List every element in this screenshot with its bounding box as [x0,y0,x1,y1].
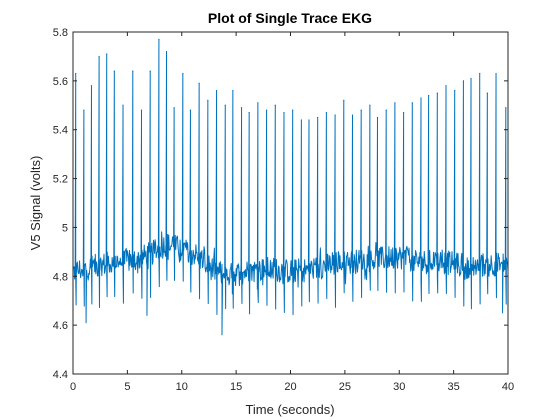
ekg-peak-point-46 [462,80,465,82]
chart-title: Plot of Single Trace EKG [208,10,372,26]
ekg-peak-point-30 [325,112,327,114]
y-tick-label: 4.8 [53,271,68,283]
ekg-peak-point-6 [122,104,124,106]
ekg-peak-point-22 [257,102,259,104]
x-tick-label: 5 [124,381,130,393]
ekg-peak-point-14 [189,109,192,111]
ekg-peak-point-39 [403,112,405,114]
ekg-peak-point-1 [83,109,85,111]
ekg-peak-point-10 [158,38,160,40]
ekg-peak-point-12 [173,107,175,109]
ekg-peak-point-21 [248,112,250,114]
y-tick-label: 5.2 [53,174,68,186]
ekg-peak-point-24 [274,104,276,106]
ekg-peak-point-20 [240,107,243,109]
ekg-peak-point-5 [113,70,115,72]
y-ticks: 4.4 4.6 4.8 5 5.2 5.4 5.6 5.8 [53,27,508,381]
x-axis-label: Time (seconds) [245,402,334,417]
ekg-peak-point-2 [90,85,93,87]
x-tick-label: 35 [448,381,460,393]
series-layer [72,38,509,336]
ekg-peak-point-37 [385,109,387,111]
ekg-peak-point-4 [106,53,108,55]
ekg-peak-point-50 [495,72,497,75]
ekg-peak-point-33 [351,114,354,116]
ekg-peak-point-45 [454,90,456,92]
x-ticks: 0 5 10 15 20 25 30 35 40 [70,32,514,393]
ekg-peak-point-25 [283,112,285,114]
ekg-peak-point-18 [224,104,226,106]
y-tick-label: 5 [62,222,68,234]
y-tick-label: 5.6 [53,76,68,88]
ekg-peak-point-16 [207,99,209,101]
ekg-peak-point-26 [292,109,294,111]
y-tick-label: 5.4 [53,125,68,137]
ekg-peak-point-51 [505,107,507,109]
ekg-series-line [72,38,509,336]
y-tick-label: 4.6 [53,320,68,332]
ekg-peak-point-40 [411,102,413,104]
y-tick-label: 4.4 [53,369,68,381]
ekg-peak-point-0 [75,72,77,75]
ekg-peak-point-17 [215,90,218,92]
ekg-peak-point-3 [98,55,100,58]
x-tick-label: 0 [70,381,76,393]
y-axis-label: V5 Signal (volts) [28,156,43,251]
x-tick-label: 30 [393,381,405,393]
ekg-peak-point-49 [486,92,488,94]
x-tick-label: 25 [339,381,351,393]
ekg-peak-point-27 [300,119,302,121]
ekg-peak-point-36 [376,116,379,119]
ekg-peak-point-19 [232,90,234,92]
x-tick-label: 20 [284,381,296,393]
ekg-peak-point-9 [149,70,151,72]
ekg-peak-point-28 [308,119,310,121]
ekg-peak-point-7 [132,70,134,72]
ekg-peak-point-23 [265,109,268,111]
ekg-peak-point-41 [420,97,422,99]
ekg-peak-point-15 [198,82,200,84]
ekg-peak-point-35 [369,104,371,106]
x-tick-label: 10 [176,381,188,393]
plot-area: 0 5 10 15 20 25 30 35 40 4.4 4.6 4.8 5 5.2 5.4 5.6 5.8 [53,27,514,393]
ekg-peak-point-29 [317,116,319,119]
ekg-peak-point-42 [428,94,430,97]
ekg-peak-point-31 [334,114,336,116]
ekg-peak-point-44 [445,85,447,87]
x-tick-label: 15 [230,381,242,393]
ekg-peak-point-38 [394,102,396,104]
ekg-peak-point-13 [182,72,184,75]
ekg-peak-point-32 [343,99,345,101]
ekg-peak-point-34 [360,109,362,111]
ekg-peak-point-47 [470,77,472,80]
axes-background [73,32,508,374]
ekg-peak-point-43 [436,92,438,94]
ekg-peak-point-11 [165,50,168,53]
x-tick-label: 40 [502,381,514,393]
y-tick-label: 5.8 [53,27,68,39]
ekg-peak-point-8 [140,109,143,111]
ekg-peak-point-48 [479,72,481,75]
